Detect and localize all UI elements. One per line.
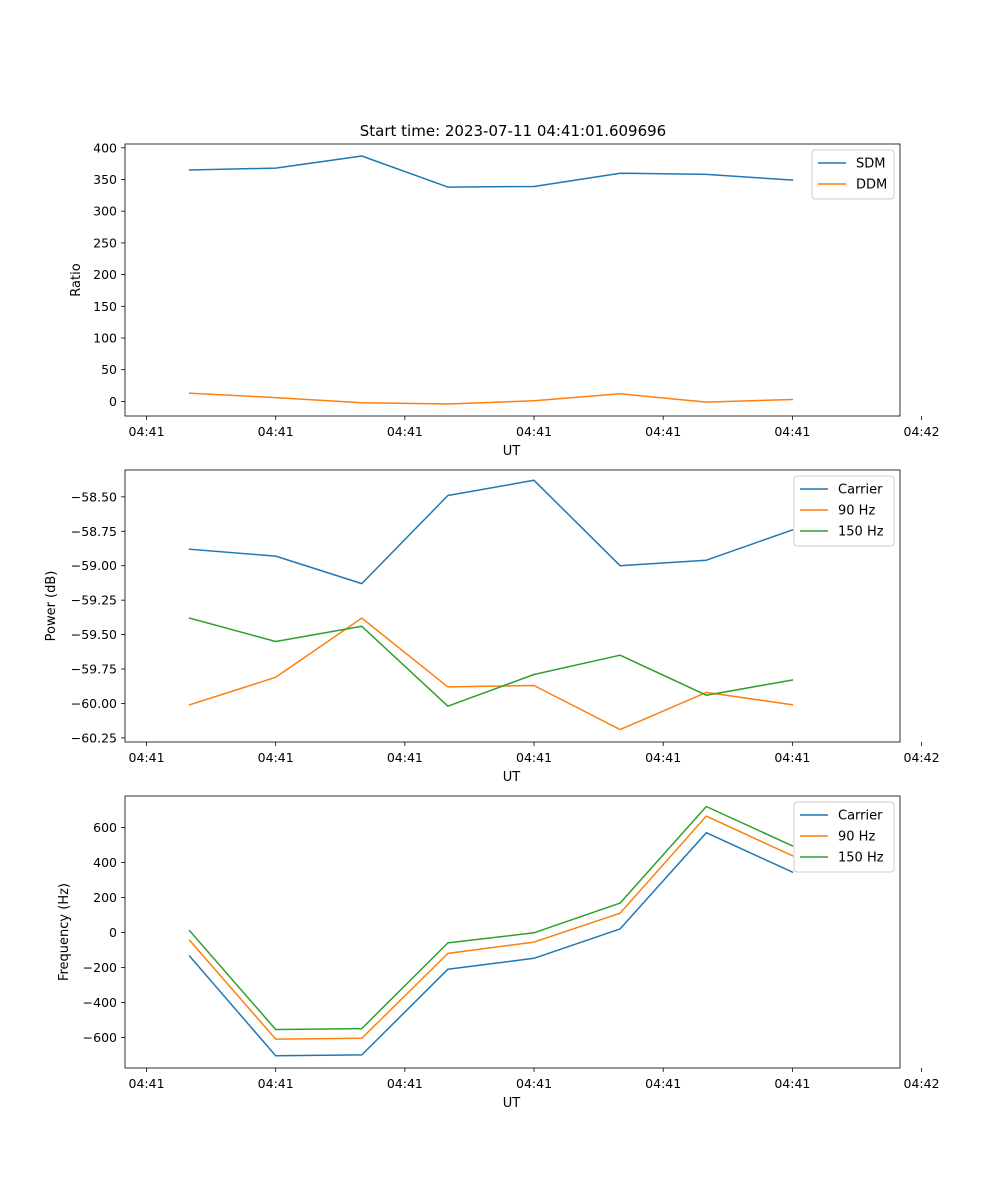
x-tick-label: 04:42	[904, 424, 940, 439]
x-tick-label: 04:41	[645, 750, 681, 765]
y-tick-label: 50	[101, 362, 117, 377]
x-tick-label: 04:41	[516, 750, 552, 765]
y-tick-label: 0	[109, 925, 117, 940]
y-tick-label: 200	[93, 890, 117, 905]
y-axis-label: Power (dB)	[44, 571, 59, 642]
x-axis-label: UT	[503, 1096, 521, 1111]
y-tick-label: −59.25	[71, 593, 117, 608]
y-tick-label: −59.75	[71, 662, 117, 677]
legend-label-carrier: Carrier	[838, 809, 883, 824]
y-tick-label: −60.00	[71, 696, 117, 711]
y-axis-label: Ratio	[69, 263, 84, 296]
figure-title: Start time: 2023-07-11 04:41:01.609696	[360, 122, 666, 140]
legend-label-sdm: SDM	[856, 157, 885, 172]
x-tick-label: 04:41	[129, 424, 165, 439]
y-tick-label: 350	[93, 172, 117, 187]
axes-frame	[124, 469, 901, 743]
x-tick-label: 04:41	[129, 1076, 165, 1091]
x-tick-label: 04:41	[129, 750, 165, 765]
series-line-carrier	[188, 831, 794, 1057]
y-tick-label: 300	[93, 204, 117, 219]
legend: SDM DDM	[811, 149, 895, 200]
x-tick-label: 04:41	[516, 1076, 552, 1091]
x-tick-label: 04:41	[516, 424, 552, 439]
legend: Carrier 90 Hz 150 Hz	[793, 801, 895, 873]
series-line-90-hz	[188, 617, 794, 731]
y-tick-label: −60.25	[71, 730, 117, 745]
y-tick-label: 600	[93, 820, 117, 835]
x-tick-label: 04:41	[258, 1076, 294, 1091]
y-tick-label: 250	[93, 235, 117, 250]
subplot-3: 04:41 04:41 04:41 04:41 04:41 04:41 04:42 600 40…	[57, 795, 940, 1111]
series-line-carrier	[188, 479, 794, 585]
y-tick-label: −200	[83, 960, 117, 975]
y-tick-label: 400	[93, 855, 117, 870]
x-tick-label: 04:41	[774, 1076, 810, 1091]
x-tick-label: 04:41	[387, 750, 423, 765]
legend: Carrier 90 Hz 150 Hz	[793, 475, 895, 547]
y-tick-label: −59.50	[71, 627, 117, 642]
legend-label-150-hz: 150 Hz	[838, 851, 884, 866]
x-tick-label: 04:42	[904, 750, 940, 765]
x-tick-label: 04:41	[387, 1076, 423, 1091]
subplots: 04:41 04:41 04:41 04:41 04:41 04:41 04:42 0 50 10…	[44, 140, 940, 1111]
legend-label-90-hz: 90 Hz	[838, 504, 875, 519]
series-line-ddm	[188, 392, 794, 405]
x-tick-label: 04:41	[645, 1076, 681, 1091]
legend-label-150-hz: 150 Hz	[838, 525, 884, 540]
legend-label-90-hz: 90 Hz	[838, 830, 875, 845]
x-tick-label: 04:42	[904, 1076, 940, 1091]
x-tick-label: 04:41	[258, 424, 294, 439]
y-axis-label: Frequency (Hz)	[57, 883, 72, 981]
y-tick-label: −59.00	[71, 558, 117, 573]
y-tick-label: 100	[93, 331, 117, 346]
x-axis-label: UT	[503, 444, 521, 459]
y-tick-label: 200	[93, 267, 117, 282]
x-tick-label: 04:41	[774, 424, 810, 439]
axes-frame	[124, 795, 901, 1069]
x-axis-label: UT	[503, 770, 521, 785]
x-tick-label: 04:41	[645, 424, 681, 439]
subplot-2: 04:41 04:41 04:41 04:41 04:41 04:41 04:42 −58.5…	[44, 469, 940, 785]
y-tick-label: 0	[109, 394, 117, 409]
series-line-150-hz	[188, 617, 794, 707]
y-tick-label: −600	[83, 1030, 117, 1045]
series-line-150-hz	[188, 805, 794, 1031]
legend-box	[793, 801, 895, 873]
series-line-sdm	[188, 155, 794, 188]
y-tick-label: 400	[93, 140, 117, 155]
legend-box	[793, 475, 895, 547]
legend-label-carrier: Carrier	[838, 483, 883, 498]
subplot-1: 04:41 04:41 04:41 04:41 04:41 04:41 04:42 0 50 10…	[69, 140, 940, 459]
axes-frame	[124, 143, 901, 417]
x-tick-label: 04:41	[387, 424, 423, 439]
y-tick-label: −58.75	[71, 524, 117, 539]
series-line-90-hz	[188, 815, 794, 1040]
y-tick-label: 150	[93, 299, 117, 314]
x-tick-label: 04:41	[774, 750, 810, 765]
y-tick-label: −58.50	[71, 489, 117, 504]
x-tick-label: 04:41	[258, 750, 294, 765]
legend-label-ddm: DDM	[856, 178, 887, 193]
y-tick-label: −400	[83, 995, 117, 1010]
